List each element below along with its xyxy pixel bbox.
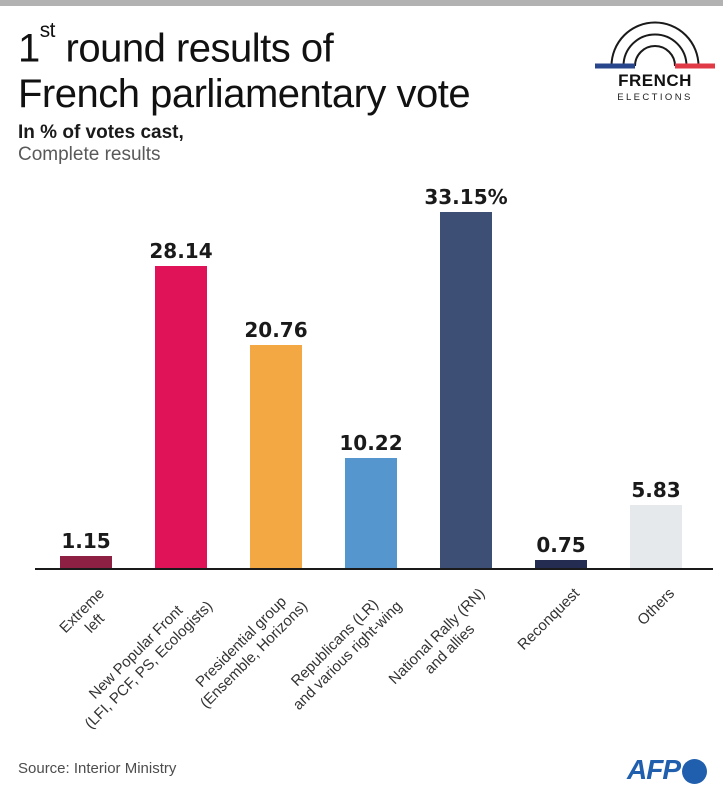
subtitle-bold: In % of votes cast, bbox=[18, 122, 184, 143]
flag-blue-bar bbox=[595, 63, 635, 69]
bar-value-label: 10.22 bbox=[339, 431, 403, 455]
french-elections-logo: FRENCH ELECTIONS bbox=[593, 16, 717, 103]
logo-subtitle: ELECTIONS bbox=[617, 92, 693, 103]
flag-red-bar bbox=[675, 63, 715, 69]
title-superscript: st bbox=[39, 19, 56, 43]
subtitle-regular: Complete results bbox=[18, 144, 161, 165]
category-label: Reconquest bbox=[514, 585, 583, 654]
bar-value-label: 20.76 bbox=[244, 318, 308, 342]
bar bbox=[250, 345, 302, 568]
afp-wordmark: AFP bbox=[627, 754, 681, 785]
category-label-line: Reconquest bbox=[514, 585, 584, 654]
top-divider-bar bbox=[0, 0, 723, 6]
category-label: Extreme left bbox=[57, 585, 122, 650]
bar-value-label: 28.14 bbox=[149, 239, 213, 263]
category-label: Others bbox=[634, 585, 679, 630]
title-line2: French parliamentary vote bbox=[18, 72, 471, 117]
bar bbox=[630, 505, 682, 568]
bar-value-label: 0.75 bbox=[536, 533, 586, 557]
title-rest: round results of bbox=[54, 26, 334, 71]
logo-title: FRENCH bbox=[618, 71, 692, 90]
source-credit: Source: Interior Ministry bbox=[18, 760, 177, 777]
afp-logo: AFP bbox=[627, 754, 707, 786]
title-number: 1 bbox=[18, 26, 40, 71]
bar-value-label: 5.83 bbox=[631, 478, 681, 502]
afp-globe-icon bbox=[682, 758, 707, 784]
bar bbox=[155, 266, 207, 568]
bar bbox=[440, 212, 492, 568]
x-axis-line bbox=[35, 568, 713, 570]
bar bbox=[60, 556, 112, 568]
bar bbox=[535, 560, 587, 568]
category-label-line: and various right-wing bbox=[289, 597, 406, 714]
bar bbox=[345, 458, 397, 568]
hemicycle-arcs-icon bbox=[595, 21, 715, 69]
bar-value-label: 33.15% bbox=[424, 185, 508, 209]
page-title: 1st round results of French parliamentar… bbox=[18, 18, 471, 117]
category-label: National Rally (RN) and allies bbox=[385, 585, 501, 701]
bar-value-label: 1.15 bbox=[61, 529, 111, 553]
category-label-line: Others bbox=[634, 585, 679, 629]
